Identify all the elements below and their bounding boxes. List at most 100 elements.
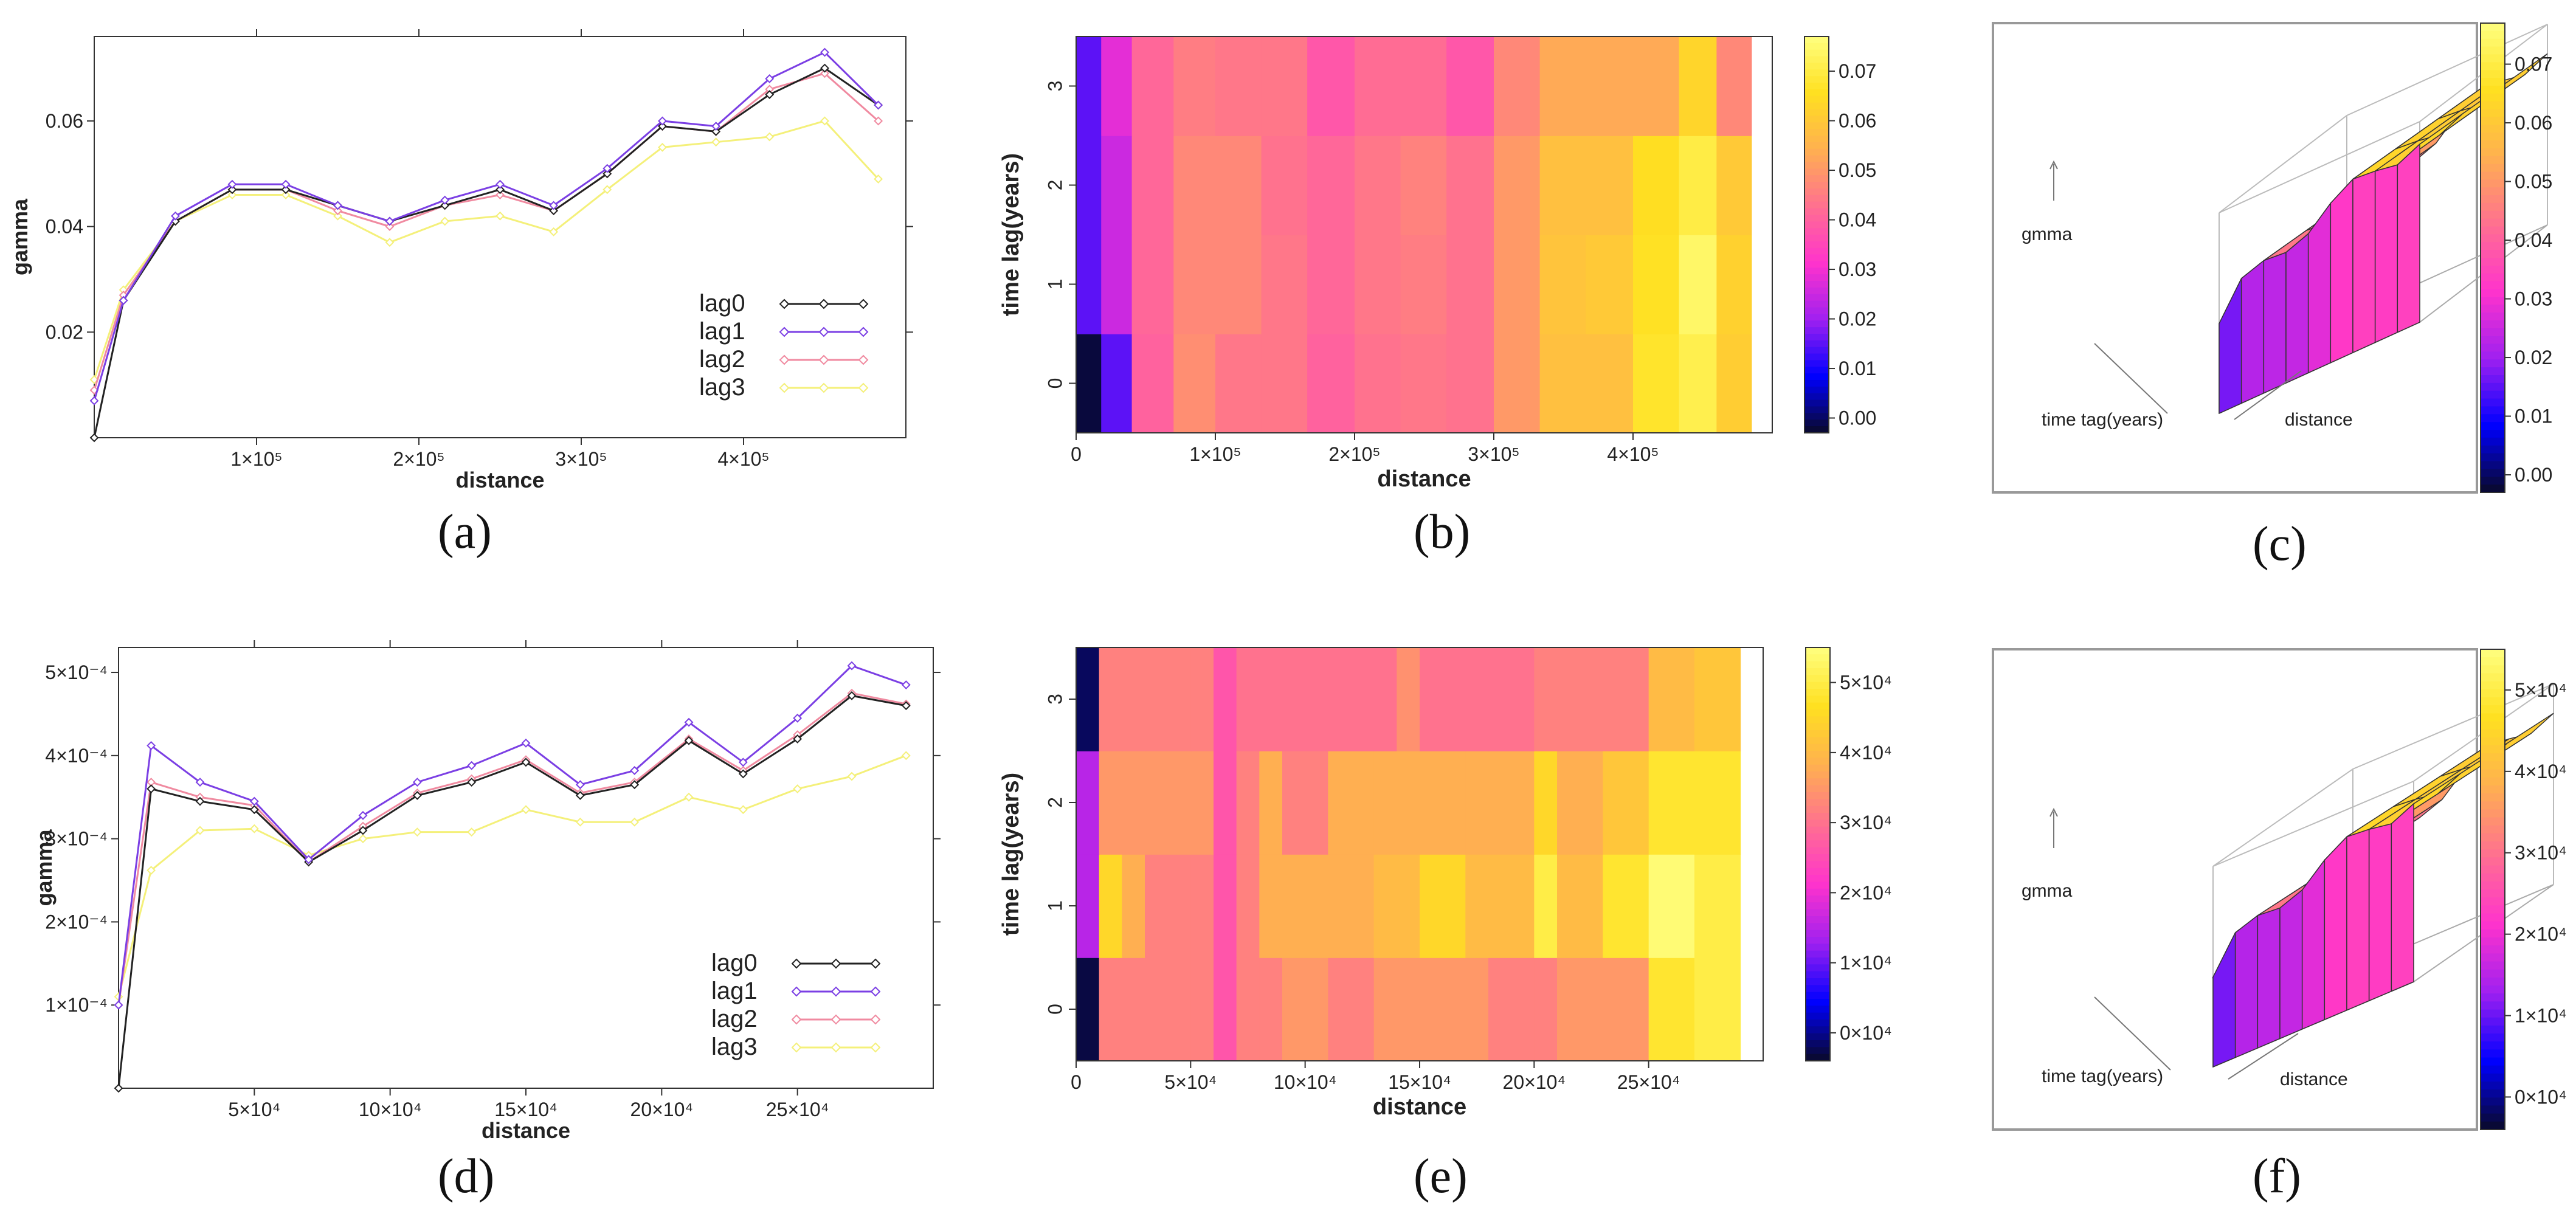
legend-marker-lag3 (830, 1042, 841, 1053)
y-tick-label: 3×10⁻⁴ (45, 828, 108, 850)
heat-colorbar-segment (1806, 1033, 1830, 1041)
heat-colorbar-segment (1804, 393, 1829, 401)
heat-cell (1214, 854, 1237, 958)
surface-colorbar-segment (2481, 889, 2505, 899)
heat-colorbar-segment (1806, 820, 1830, 827)
heat-colorbar-segment (1804, 235, 1829, 242)
heat-cell (1648, 647, 1695, 751)
heat-cell (1400, 136, 1447, 235)
point-lag0 (847, 691, 857, 700)
heat-colorbar-label: 2×10⁴ (1840, 882, 1892, 903)
heat-colorbar-label: 0.07 (1839, 60, 1876, 82)
surface-side-patch (2352, 170, 2376, 354)
series-lag0 (93, 67, 879, 438)
surface-colorbar-segment (2481, 171, 2505, 181)
heat-colorbar-segment (1806, 958, 1830, 965)
point-lag0 (467, 778, 477, 787)
legend-label-lag3: lag3 (711, 1033, 758, 1060)
heat-colorbar-label: 0×10⁴ (1840, 1022, 1892, 1044)
surface-colorbar-segment (2481, 258, 2505, 266)
point-lag0 (358, 826, 368, 835)
series-lag3 (117, 754, 906, 997)
heat-cell (1101, 136, 1133, 235)
heat-colorbar-segment (1804, 399, 1829, 407)
heat-cell (1190, 647, 1214, 751)
point-lag3 (793, 784, 803, 793)
heat-colorbar-segment (1806, 806, 1830, 813)
surface-side-patch (2240, 260, 2265, 404)
legend-marker-lag0 (858, 298, 869, 309)
surface-colorbar-label: 0.04 (2515, 229, 2552, 251)
heat-cell (1215, 36, 1262, 136)
heat-cell (1131, 136, 1175, 235)
surface-colorbar-segment (2481, 801, 2505, 810)
point-lag0 (630, 780, 640, 790)
heat-cell (1145, 647, 1192, 751)
point-lag1 (847, 661, 857, 671)
heat-cell (1190, 958, 1214, 1061)
heat-cell (1261, 334, 1308, 433)
chart-e: 0 5×10⁴ 10×10⁴ 15×10⁴ 20×10⁴ 25×10⁴ 0 1 2 3 distan… (948, 632, 1892, 1155)
point-lag0 (147, 784, 156, 793)
heat-cell (1557, 751, 1604, 855)
heat-cell (1400, 334, 1447, 433)
point-lag0 (89, 433, 99, 443)
surface-colorbar-segment (2481, 234, 2505, 243)
surface-colorbar-segment (2481, 1097, 2505, 1106)
surface-side-patch (2330, 178, 2353, 364)
surface-colorbar-segment (2481, 250, 2505, 258)
surface-colorbar-frame (2480, 22, 2505, 493)
heat-cell (1282, 854, 1329, 958)
heat-cell (1420, 751, 1466, 855)
heat-cell (1173, 36, 1216, 136)
surface-colorbar-segment (2481, 328, 2505, 337)
surface-colorbar-segment (2481, 873, 2505, 882)
surface-colorbar-label: 2×10⁴ (2515, 923, 2567, 945)
legend-marker-lag1 (779, 326, 790, 337)
surface-colorbar-segment (2481, 305, 2505, 314)
point-lag0 (901, 701, 911, 711)
heat-colorbar-segment (1806, 778, 1830, 786)
heat-cell (1397, 958, 1420, 1061)
heat-cell (1122, 854, 1145, 958)
caption-c-letter: c (2268, 517, 2291, 571)
heat-cell (1355, 136, 1401, 235)
heat-colorbar-segment (1804, 274, 1829, 282)
surface-colorbar-segment (2481, 187, 2505, 196)
heat-colorbar-segment (1806, 675, 1830, 683)
point-lag0 (521, 757, 531, 767)
heat-cell (1173, 235, 1216, 334)
x-tick-label: 25×10⁴ (1617, 1071, 1680, 1093)
point-lag0 (820, 63, 829, 73)
point-lag1 (603, 164, 612, 173)
heat-cell (1099, 958, 1123, 1061)
legend-marker-lag1 (830, 986, 841, 997)
heat-colorbar-segment (1806, 902, 1830, 910)
caption-e-letter: e (1429, 1150, 1452, 1203)
heat-cell (1099, 647, 1123, 751)
point-lag1 (385, 216, 395, 226)
surface-colorbar-segment (2481, 705, 2505, 714)
chart-d-svg: 1×10⁻⁴ 2×10⁻⁴ 3×10⁻⁴ 4×10⁻⁴ 5×10⁻⁴ 5×10⁴ 10×10… (32, 640, 941, 1143)
heat-colorbar-segment (1806, 764, 1830, 772)
heat-cell (1557, 958, 1604, 1061)
heat-colorbar-segment (1804, 95, 1829, 103)
heat-cell (1282, 647, 1329, 751)
heat-cell (1214, 751, 1237, 855)
surface-colorbar-label: 4×10⁴ (2515, 761, 2567, 782)
heat-colorbar-label: 4×10⁴ (1840, 742, 1892, 764)
heat-colorbar-segment (1804, 155, 1829, 163)
heat-colorbar-label: 0.05 (1839, 159, 1876, 181)
caption-d: (d) (438, 1150, 495, 1203)
legend-marker-lag0 (779, 298, 790, 309)
surface-colorbar-segment (2481, 422, 2505, 431)
heat-cell (1539, 235, 1586, 334)
heat-colorbar-segment (1804, 373, 1829, 381)
heat-cell (1534, 854, 1558, 958)
heat-cell (1716, 36, 1752, 136)
heat-colorbar-segment (1804, 175, 1829, 183)
heat-cell (1420, 647, 1466, 751)
point-lag3 (874, 174, 883, 184)
surface-side-patch (2234, 914, 2259, 1058)
point-lag3 (195, 826, 205, 835)
